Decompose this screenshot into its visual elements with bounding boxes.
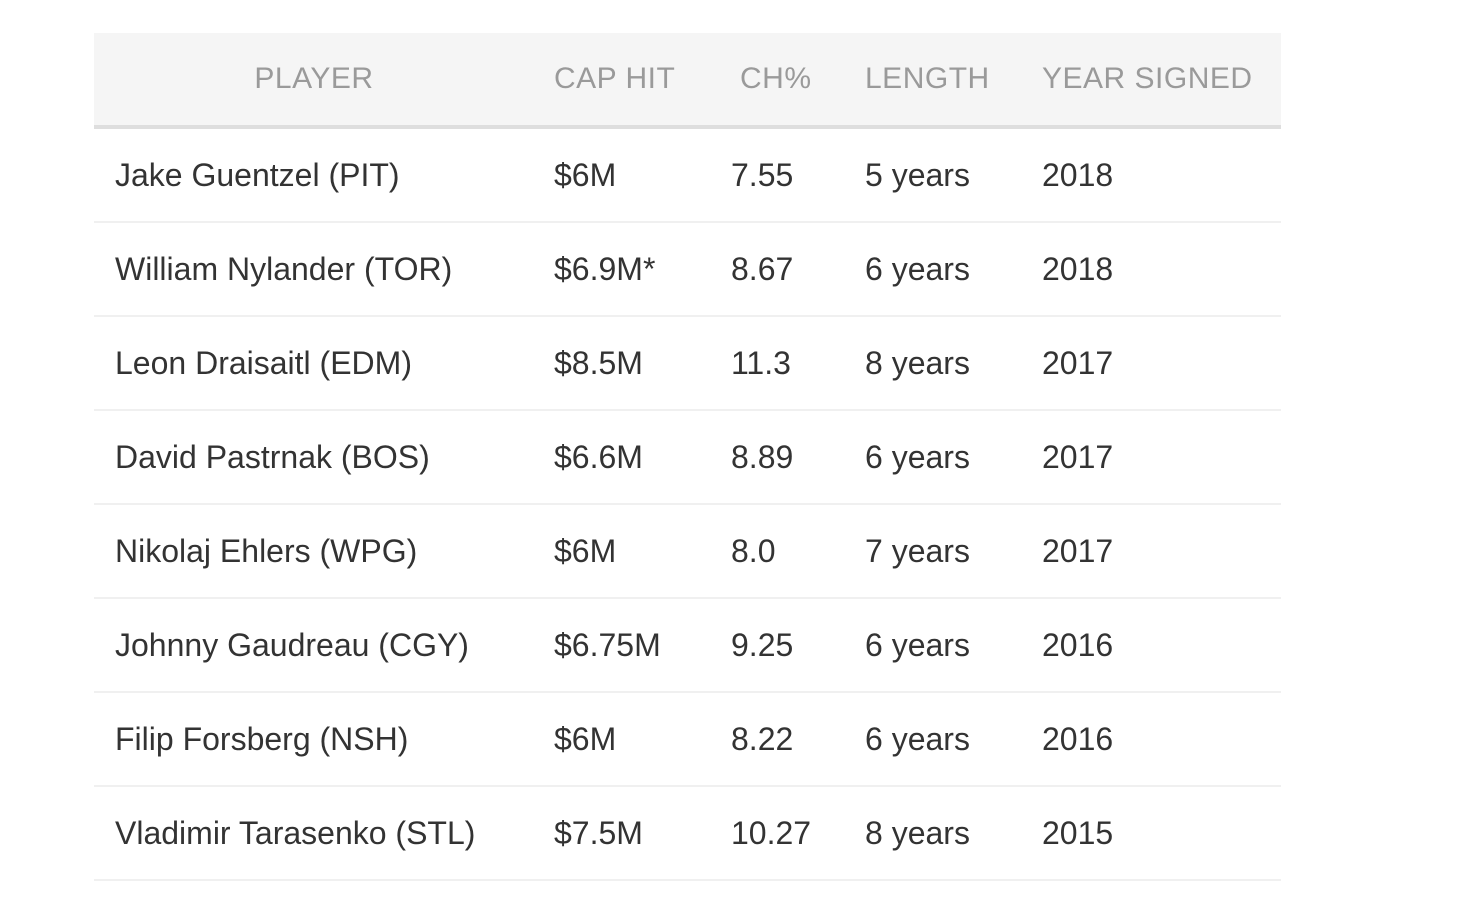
table-row: Nikolaj Ehlers (WPG) $6M 8.0 7 years 201… bbox=[94, 504, 1281, 599]
cell-cap-hit: $6M bbox=[534, 504, 710, 599]
cell-ch-pct: 8.22 bbox=[710, 692, 845, 787]
cell-ch-pct: 11.3 bbox=[710, 316, 845, 411]
table-header: PLAYER CAP HIT CH% LENGTH YEAR SIGNED bbox=[94, 33, 1281, 129]
header-year-signed[interactable]: YEAR SIGNED bbox=[1021, 33, 1281, 129]
cell-length: 6 years bbox=[845, 692, 1021, 787]
cell-year-signed: 2017 bbox=[1021, 410, 1281, 505]
table-row: David Pastrnak (BOS) $6.6M 8.89 6 years … bbox=[94, 410, 1281, 505]
table-row: Vladimir Tarasenko (STL) $7.5M 10.27 8 y… bbox=[94, 786, 1281, 881]
table-row: Johnny Gaudreau (CGY) $6.75M 9.25 6 year… bbox=[94, 598, 1281, 693]
cell-length: 6 years bbox=[845, 598, 1021, 693]
cell-player: William Nylander (TOR) bbox=[94, 222, 534, 317]
cell-ch-pct: 9.25 bbox=[710, 598, 845, 693]
cell-length: 5 years bbox=[845, 127, 1021, 223]
cell-cap-hit: $6M bbox=[534, 127, 710, 223]
header-cap-hit[interactable]: CAP HIT bbox=[534, 33, 710, 129]
cell-ch-pct: 8.0 bbox=[710, 504, 845, 599]
cell-player: Jake Guentzel (PIT) bbox=[94, 127, 534, 223]
cell-length: 6 years bbox=[845, 222, 1021, 317]
table-row: Filip Forsberg (NSH) $6M 8.22 6 years 20… bbox=[94, 692, 1281, 787]
table-row: Leon Draisaitl (EDM) $8.5M 11.3 8 years … bbox=[94, 316, 1281, 411]
cell-cap-hit: $8.5M bbox=[534, 316, 710, 411]
cell-player: Vladimir Tarasenko (STL) bbox=[94, 786, 534, 881]
cell-year-signed: 2016 bbox=[1021, 692, 1281, 787]
header-row: PLAYER CAP HIT CH% LENGTH YEAR SIGNED bbox=[94, 33, 1281, 129]
header-ch-pct[interactable]: CH% bbox=[710, 33, 845, 129]
cell-year-signed: 2018 bbox=[1021, 222, 1281, 317]
cell-year-signed: 2017 bbox=[1021, 504, 1281, 599]
cell-player: Leon Draisaitl (EDM) bbox=[94, 316, 534, 411]
cell-year-signed: 2016 bbox=[1021, 598, 1281, 693]
cell-length: 6 years bbox=[845, 410, 1021, 505]
table-row: William Nylander (TOR) $6.9M* 8.67 6 yea… bbox=[94, 222, 1281, 317]
cell-length: 8 years bbox=[845, 786, 1021, 881]
header-length[interactable]: LENGTH bbox=[845, 33, 1021, 129]
cell-ch-pct: 10.27 bbox=[710, 786, 845, 881]
cell-cap-hit: $6.6M bbox=[534, 410, 710, 505]
table-body: Jake Guentzel (PIT) $6M 7.55 5 years 201… bbox=[94, 127, 1281, 881]
table-row: Jake Guentzel (PIT) $6M 7.55 5 years 201… bbox=[94, 127, 1281, 223]
cell-cap-hit: $7.5M bbox=[534, 786, 710, 881]
cell-ch-pct: 7.55 bbox=[710, 127, 845, 223]
cell-length: 7 years bbox=[845, 504, 1021, 599]
contracts-table: PLAYER CAP HIT CH% LENGTH YEAR SIGNED Ja… bbox=[94, 33, 1281, 881]
cell-player: David Pastrnak (BOS) bbox=[94, 410, 534, 505]
cell-player: Johnny Gaudreau (CGY) bbox=[94, 598, 534, 693]
cell-cap-hit: $6M bbox=[534, 692, 710, 787]
cell-cap-hit: $6.9M* bbox=[534, 222, 710, 317]
cell-year-signed: 2018 bbox=[1021, 127, 1281, 223]
cell-length: 8 years bbox=[845, 316, 1021, 411]
cell-ch-pct: 8.67 bbox=[710, 222, 845, 317]
cell-year-signed: 2017 bbox=[1021, 316, 1281, 411]
cell-cap-hit: $6.75M bbox=[534, 598, 710, 693]
cell-year-signed: 2015 bbox=[1021, 786, 1281, 881]
header-player[interactable]: PLAYER bbox=[94, 33, 534, 129]
cell-player: Filip Forsberg (NSH) bbox=[94, 692, 534, 787]
cell-player: Nikolaj Ehlers (WPG) bbox=[94, 504, 534, 599]
cell-ch-pct: 8.89 bbox=[710, 410, 845, 505]
